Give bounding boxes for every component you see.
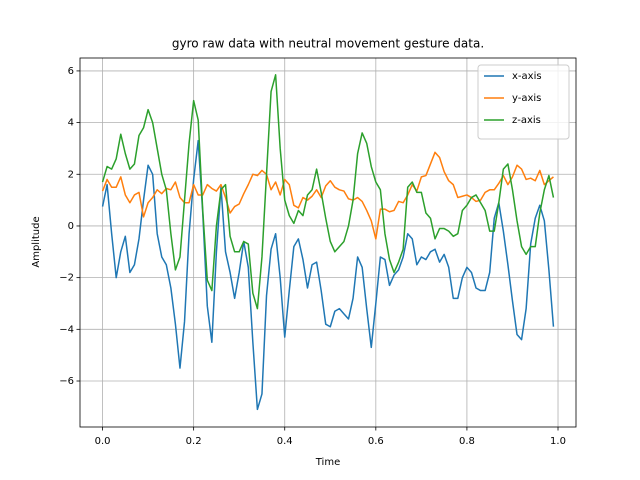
y-tick-label: 6 — [68, 66, 74, 77]
x-tick-label: 0.4 — [277, 436, 293, 447]
x-tick-label: 1.0 — [550, 436, 566, 447]
y-tick-label: 0 — [68, 221, 74, 232]
x-tick-label: 0.8 — [459, 436, 475, 447]
data-line — [101, 74, 555, 310]
data-line — [101, 139, 555, 411]
y-tick-label: −2 — [59, 273, 74, 284]
y-axis-label: Amplitude — [31, 216, 42, 267]
y-tick-label: 4 — [68, 118, 74, 129]
y-tick-label: −4 — [59, 324, 74, 335]
y-tick-label: 2 — [68, 169, 74, 180]
y-tick-label: −6 — [59, 376, 74, 387]
x-tick-label: 0.2 — [186, 436, 202, 447]
x-tick-label: 0.0 — [95, 436, 111, 447]
legend-label: x-axis — [512, 71, 542, 82]
plot-frame — [79, 57, 577, 428]
x-tick-label: 0.6 — [368, 436, 384, 447]
legend-label: y-axis — [512, 93, 541, 104]
legend-label: z-axis — [512, 115, 541, 126]
data-line — [101, 151, 554, 240]
chart-title: gyro raw data with neutral movement gest… — [172, 37, 484, 51]
x-axis-label: Time — [315, 457, 340, 468]
